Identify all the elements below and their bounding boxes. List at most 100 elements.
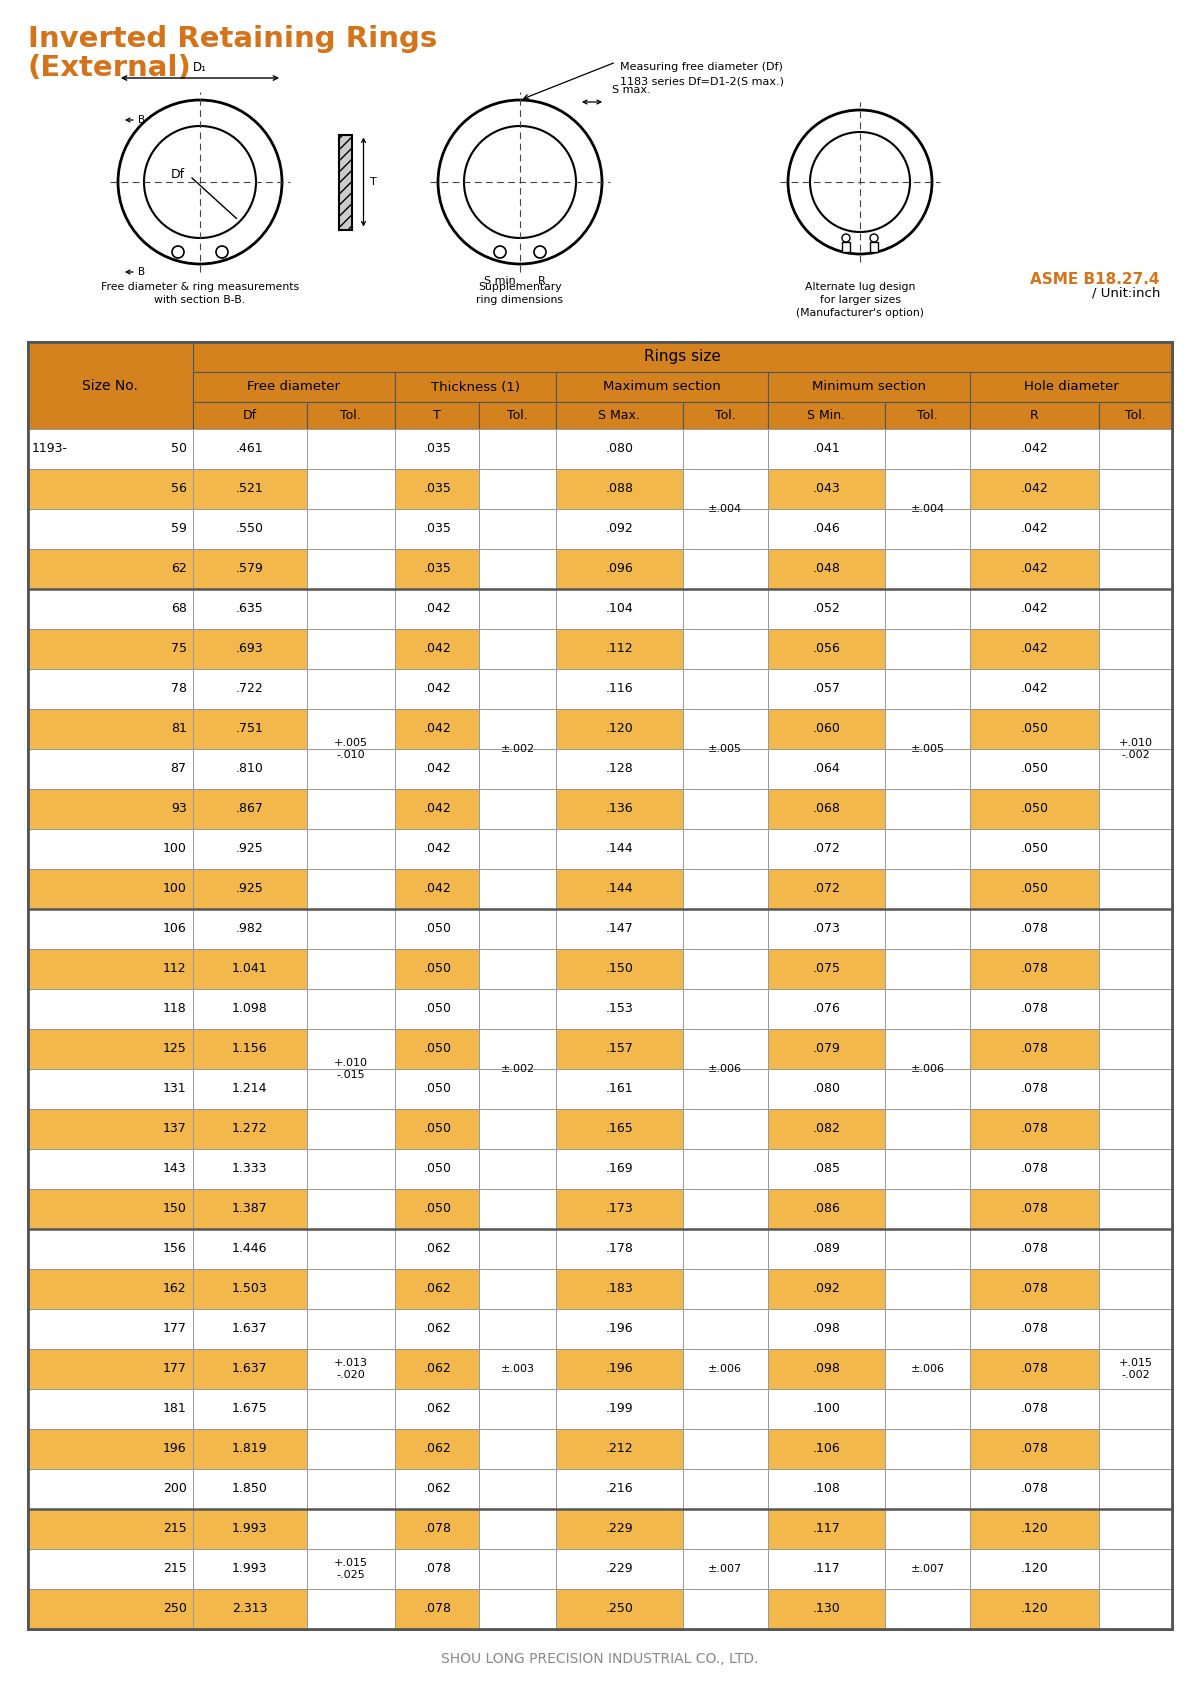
Text: 78: 78 [170, 682, 187, 696]
Bar [395, 1549, 480, 1588]
Bar [193, 989, 307, 1028]
Text: .075: .075 [812, 962, 840, 976]
Text: .150: .150 [606, 962, 634, 976]
Text: ±.006: ±.006 [911, 1064, 944, 1074]
Bar [886, 1028, 970, 1069]
Bar [307, 789, 395, 830]
Bar [556, 509, 683, 550]
Text: .062: .062 [424, 1242, 451, 1256]
Text: .078: .078 [424, 1522, 451, 1536]
Text: R: R [538, 277, 546, 287]
Text: S min.: S min. [485, 277, 520, 287]
Text: Tol.: Tol. [341, 409, 361, 423]
Text: .100: .100 [812, 1402, 840, 1415]
Bar [480, 669, 556, 709]
Bar [395, 589, 480, 630]
Bar [970, 429, 1099, 468]
Text: 1.637: 1.637 [232, 1363, 268, 1376]
Text: .042: .042 [1020, 682, 1049, 696]
Bar [970, 1509, 1099, 1549]
Bar [193, 550, 307, 589]
Text: .042: .042 [424, 803, 451, 816]
Bar [556, 1509, 683, 1549]
Bar [768, 1269, 886, 1308]
Bar [768, 550, 886, 589]
Bar [768, 949, 886, 989]
Bar [307, 1549, 395, 1588]
Bar [28, 343, 1172, 1629]
Bar [970, 509, 1099, 550]
Bar [970, 1349, 1099, 1390]
Text: .048: .048 [812, 562, 840, 575]
Bar [683, 1470, 768, 1509]
Bar [480, 989, 556, 1028]
Bar [395, 789, 480, 830]
Bar [1099, 550, 1172, 589]
Bar [683, 748, 768, 789]
Bar [307, 1229, 395, 1269]
Bar [970, 1229, 1099, 1269]
Text: Tol.: Tol. [508, 409, 528, 423]
Text: S Min.: S Min. [808, 409, 845, 423]
Text: +.005: +.005 [334, 738, 367, 748]
Bar [307, 1069, 395, 1110]
Bar [480, 1229, 556, 1269]
Text: Free diameter & ring measurements
with section B-B.: Free diameter & ring measurements with s… [101, 282, 299, 305]
Bar [886, 1190, 970, 1229]
Bar [307, 869, 395, 910]
Bar [307, 589, 395, 630]
Text: Hole diameter: Hole diameter [1024, 380, 1118, 394]
Text: 1.637: 1.637 [232, 1322, 268, 1336]
Bar [768, 589, 886, 630]
Text: Df: Df [170, 168, 185, 180]
Text: 177: 177 [163, 1363, 187, 1376]
Text: 1.446: 1.446 [232, 1242, 268, 1256]
Bar [556, 1470, 683, 1509]
Bar [395, 1349, 480, 1390]
Bar [480, 949, 556, 989]
Text: .092: .092 [812, 1283, 840, 1295]
Text: Maximum section: Maximum section [602, 380, 721, 394]
Bar [28, 429, 193, 468]
Bar [1099, 1308, 1172, 1349]
Text: .035: .035 [424, 523, 451, 536]
Bar [683, 949, 768, 989]
Bar [193, 1149, 307, 1190]
Bar [886, 989, 970, 1028]
Bar [1099, 1069, 1172, 1110]
Bar [307, 1588, 395, 1629]
Bar [480, 429, 556, 468]
Bar [683, 1588, 768, 1629]
Bar [970, 630, 1099, 669]
Bar [395, 402, 480, 429]
Bar [886, 830, 970, 869]
Bar [1099, 669, 1172, 709]
Bar [28, 669, 193, 709]
Text: .130: .130 [812, 1602, 840, 1616]
Bar [28, 830, 193, 869]
Text: 125: 125 [163, 1042, 187, 1056]
Text: .052: .052 [812, 602, 840, 616]
Bar [970, 1028, 1099, 1069]
Bar [970, 1149, 1099, 1190]
Text: .196: .196 [606, 1363, 634, 1376]
Text: 59: 59 [170, 523, 187, 536]
Text: .092: .092 [606, 523, 634, 536]
Bar [193, 1509, 307, 1549]
Bar [683, 1349, 768, 1390]
Text: .046: .046 [812, 523, 840, 536]
Bar [970, 468, 1099, 509]
Text: B: B [138, 115, 145, 126]
Text: -.002: -.002 [1121, 1369, 1150, 1380]
Bar [480, 1308, 556, 1349]
Bar [683, 1390, 768, 1429]
Text: .120: .120 [606, 723, 634, 735]
Text: .117: .117 [812, 1563, 840, 1575]
Bar [28, 1190, 193, 1229]
Bar [193, 669, 307, 709]
Bar [1099, 589, 1172, 630]
Text: .050: .050 [1020, 803, 1049, 816]
Bar [683, 1269, 768, 1308]
Text: .078: .078 [1020, 1203, 1049, 1215]
Bar [970, 989, 1099, 1028]
